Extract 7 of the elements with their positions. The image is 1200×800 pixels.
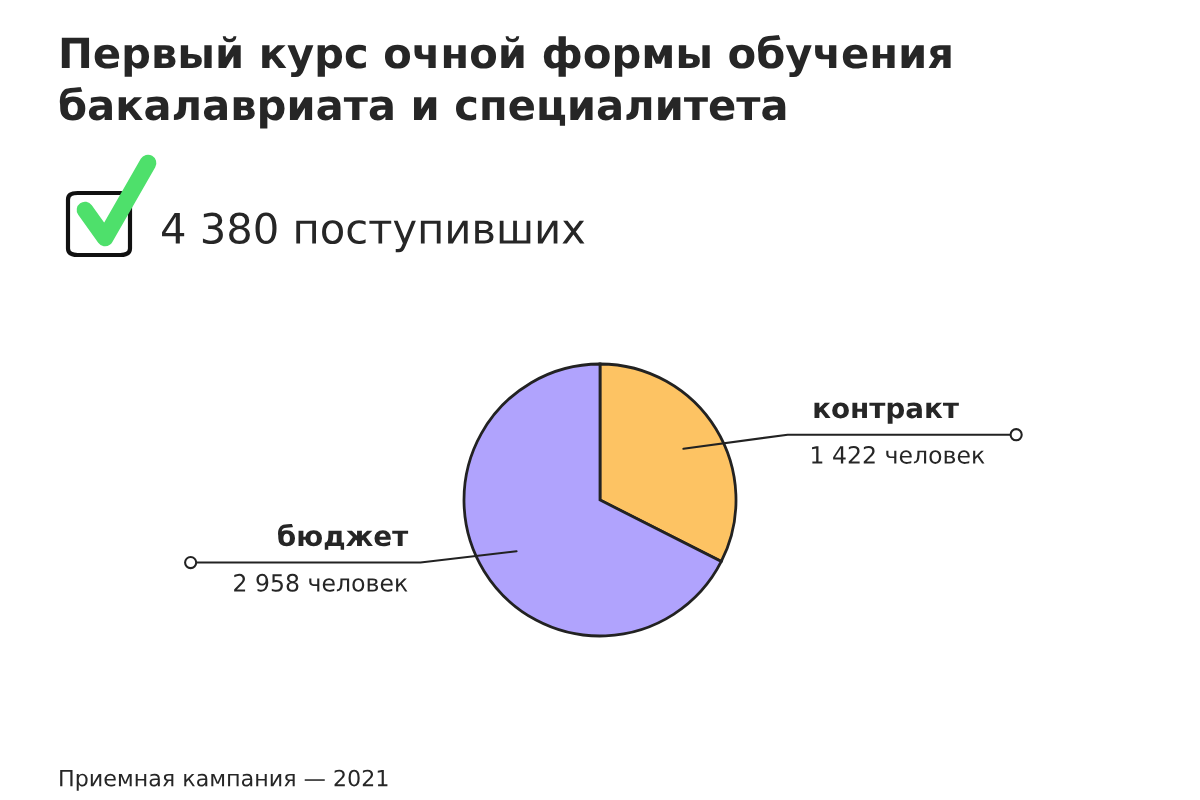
slice-label: контракт bbox=[814, 402, 959, 424]
data-label: 1 422 человек bbox=[812, 446, 985, 464]
chart-subtitle: 4 380 поступивших bbox=[162, 212, 585, 253]
data-label: 2 958 человек bbox=[234, 573, 408, 592]
text: Приемная кампания — 2021 bbox=[60, 769, 388, 791]
chart-title: Первый курс очной формы обучения бакалавриата и специалитета bbox=[59, 35, 951, 129]
slice-label: бюджет bbox=[278, 523, 409, 550]
